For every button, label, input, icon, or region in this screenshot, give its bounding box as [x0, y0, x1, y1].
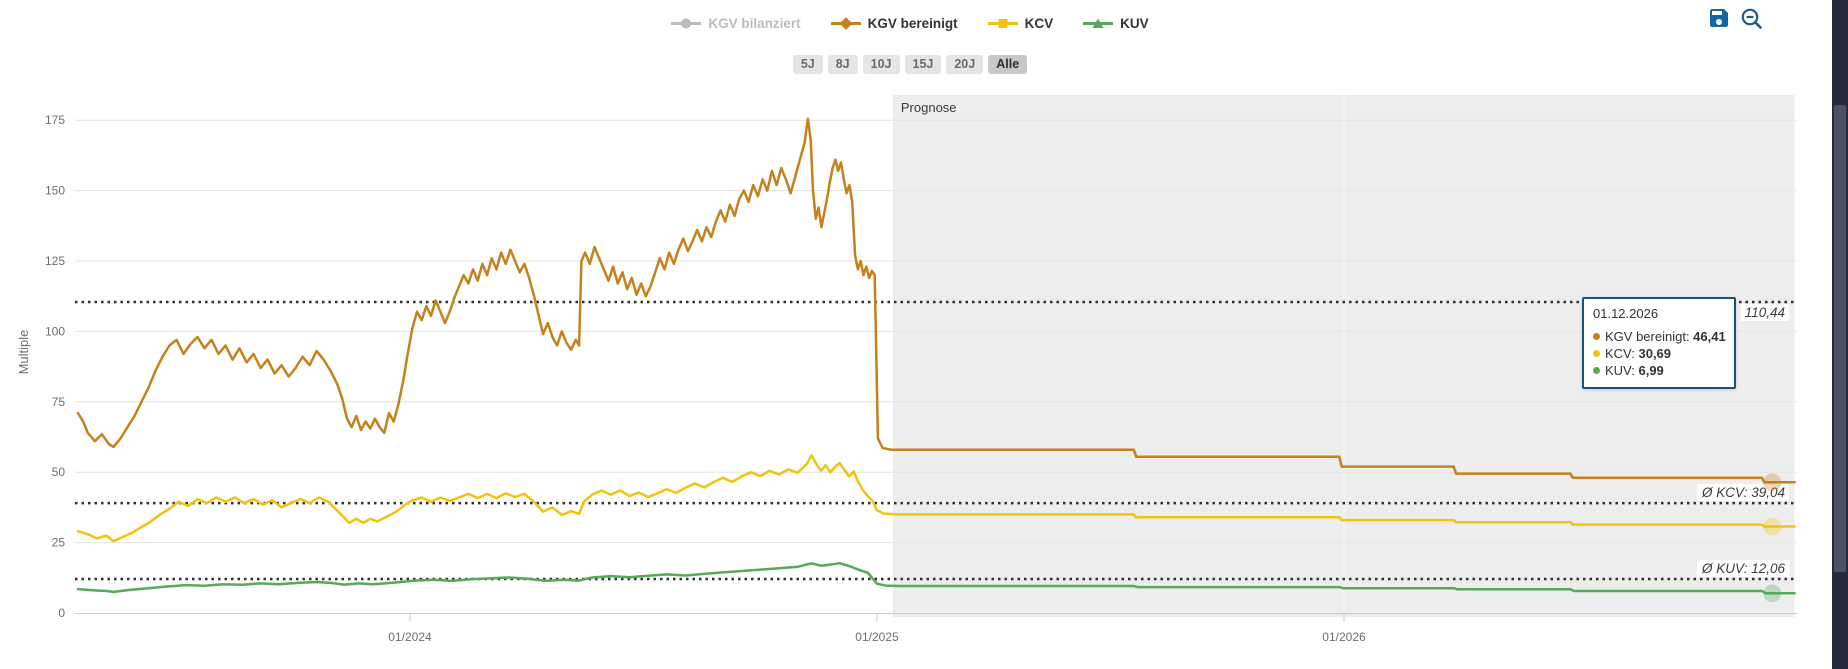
- range-button-8j[interactable]: 8J: [827, 55, 858, 74]
- tooltip-row-kcv: KCV: 30,69: [1593, 345, 1725, 362]
- y-tick-label: 25: [52, 536, 66, 550]
- tooltip-row-value: 6,99: [1638, 363, 1664, 378]
- hover-marker: [1763, 584, 1782, 603]
- y-tick-label: 0: [58, 606, 65, 620]
- tooltip-rows: KGV bereinigt: 46,41 KCV: 30,69 KUV: 6,99: [1593, 328, 1726, 379]
- x-tick-label: 01/2024: [388, 630, 432, 644]
- chart-tooltip: 01.12.2026 KGV bereinigt: 46,41 KCV: 30,6…: [1582, 297, 1736, 389]
- page-scrollbar[interactable]: [1832, 0, 1848, 669]
- tooltip-row-label: KGV bereinigt: 46,41: [1605, 329, 1726, 344]
- range-button-10j[interactable]: 10J: [862, 55, 900, 74]
- range-button-15j[interactable]: 15J: [904, 55, 942, 74]
- y-tick-label: 50: [52, 465, 66, 479]
- chart-legend: KGV bilanziert KGV bereinigt KCV KUV: [0, 13, 1820, 33]
- series-dot-icon: [1593, 367, 1600, 374]
- tooltip-row-value: 46,41: [1693, 329, 1726, 344]
- series-dot-icon: [1593, 333, 1600, 340]
- tooltip-row-value: 30,69: [1638, 346, 1672, 361]
- y-axis-title: Multiple: [16, 330, 31, 375]
- chart-toolbar: [1706, 6, 1765, 32]
- x-tick-label: 01/2026: [1322, 630, 1366, 644]
- legend-item-kgv-bereinigt[interactable]: KGV bereinigt: [830, 15, 958, 31]
- y-tick-label: 175: [45, 113, 65, 127]
- average-line-label: 110,44: [1745, 305, 1785, 320]
- range-button-5j[interactable]: 5J: [792, 55, 823, 74]
- legend-item-label: KUV: [1120, 15, 1149, 31]
- series-dot-icon: [1593, 350, 1600, 357]
- series-kcv[interactable]: [76, 454, 1796, 543]
- hover-marker: [1763, 473, 1782, 492]
- hover-marker: [1763, 517, 1782, 536]
- range-button-alle[interactable]: Alle: [988, 55, 1028, 74]
- legend-item-kgv-bilanziert[interactable]: KGV bilanziert: [671, 15, 801, 31]
- legend-item-kcv[interactable]: KCV: [987, 15, 1054, 31]
- legend-item-label: KCV: [1024, 15, 1054, 31]
- zoom-out-icon[interactable]: [1739, 6, 1765, 32]
- legend-item-label: KGV bilanziert: [708, 15, 801, 31]
- y-tick-label: 75: [52, 395, 66, 409]
- y-tick-label: 100: [45, 324, 65, 338]
- square-marker-icon: [987, 18, 1018, 28]
- average-label-background: [1696, 484, 1789, 502]
- series-kuv[interactable]: [76, 561, 1796, 595]
- tooltip-date: 01.12.2026: [1593, 306, 1659, 321]
- tooltip-row-label: KUV: 6,99: [1605, 363, 1664, 378]
- legend-item-kuv[interactable]: KUV: [1083, 16, 1149, 31]
- tooltip-row-kgv-bereinigt: KGV bereinigt: 46,41: [1593, 328, 1726, 345]
- range-selector: 5J 8J 10J 15J 20J Alle: [0, 55, 1820, 74]
- diamond-marker-icon: [830, 16, 861, 30]
- scrollbar-thumb[interactable]: [1834, 105, 1846, 572]
- range-button-20j[interactable]: 20J: [946, 55, 984, 74]
- tooltip-row-kuv: KUV: 6,99: [1593, 362, 1725, 379]
- series-kgv-bereinigt[interactable]: [76, 117, 1796, 484]
- average-line-label: Ø KUV: 12,06: [1701, 561, 1786, 576]
- save-icon[interactable]: [1706, 6, 1732, 32]
- tooltip-row-label: KCV: 30,69: [1605, 346, 1672, 361]
- y-tick-label: 125: [45, 254, 65, 268]
- y-tick-label: 150: [45, 184, 65, 198]
- legend-item-label: KGV bereinigt: [867, 15, 958, 31]
- x-tick-label: 01/2025: [855, 630, 899, 644]
- average-label-background: [1696, 560, 1790, 578]
- circle-marker-icon: [671, 18, 702, 28]
- average-line-label: Ø KCV: 39,04: [1701, 485, 1785, 500]
- average-label-background: [1740, 304, 1789, 322]
- forecast-label: Prognose: [901, 100, 957, 115]
- triangle-marker-icon: [1083, 18, 1114, 28]
